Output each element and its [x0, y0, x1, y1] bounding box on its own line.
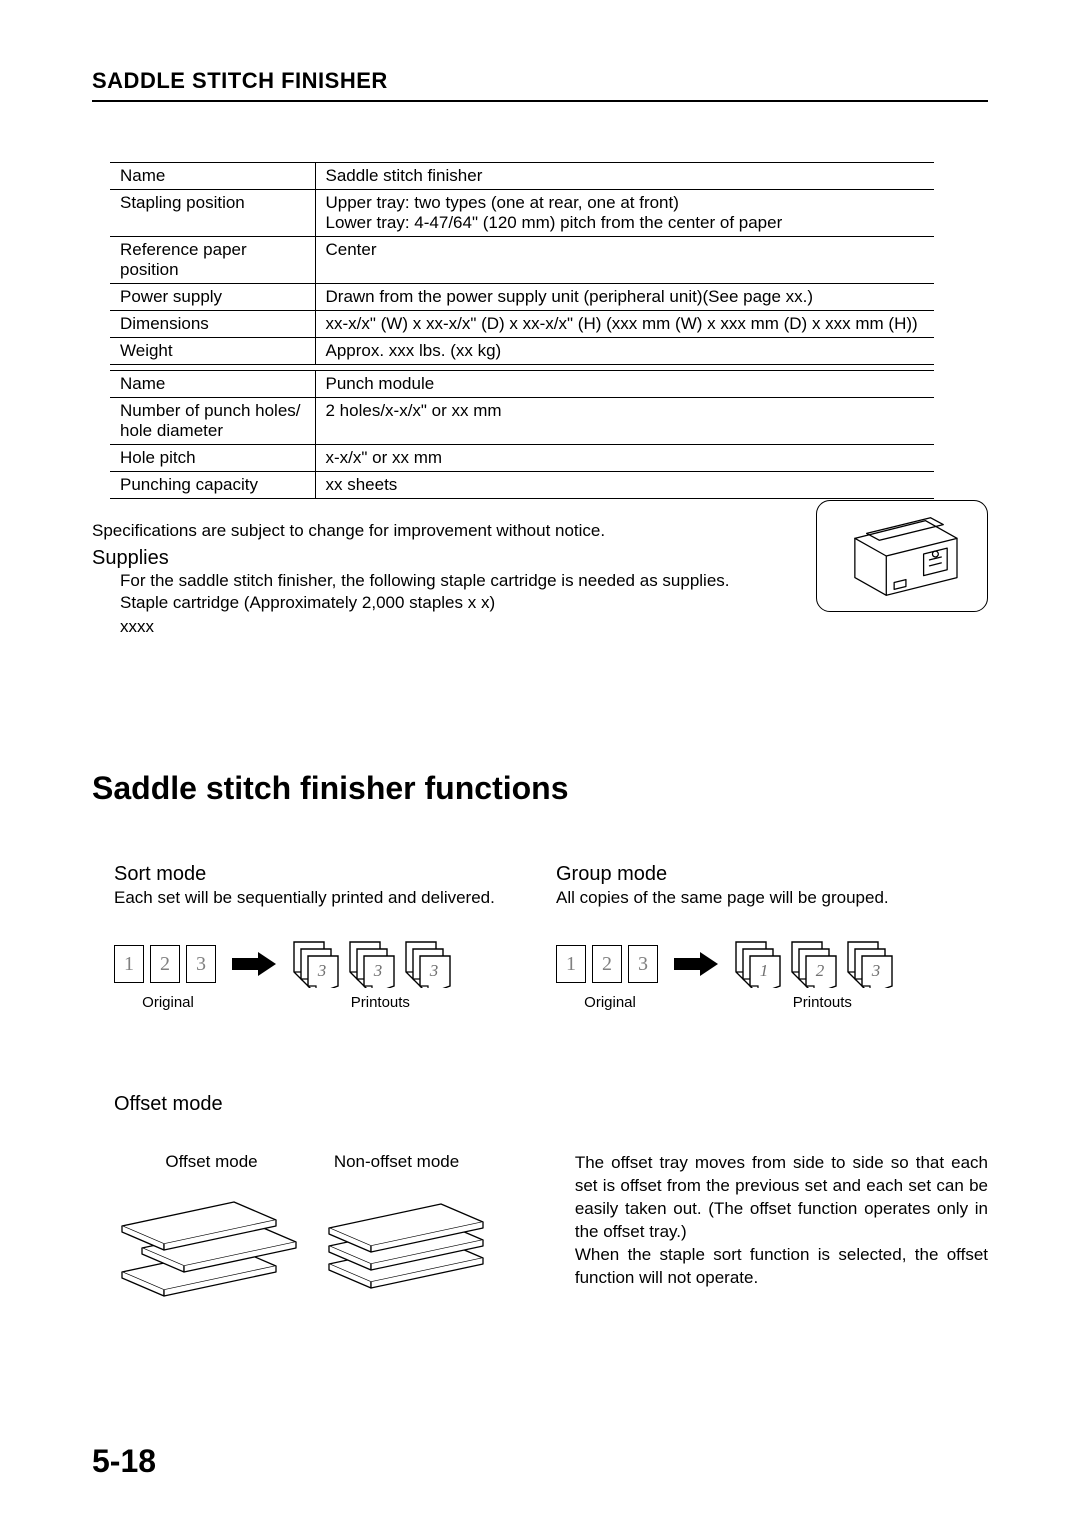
offset-mode-heading: Offset mode [114, 1093, 988, 1116]
page-number: 5-18 [92, 1443, 156, 1480]
spec-value: 2 holes/x-x/x" or xx mm [315, 398, 934, 445]
spec-label: Number of punch holes/ hole diameter [110, 398, 315, 445]
spec-value: Drawn from the power supply unit (periph… [315, 284, 934, 311]
spec-label: Dimensions [110, 311, 315, 338]
original-page-box: 3 [628, 945, 658, 983]
printouts-label: Printouts [742, 994, 902, 1011]
svg-text:3: 3 [373, 961, 383, 980]
spec-value: Upper tray: two types (one at rear, one … [315, 190, 934, 237]
arrow-icon [674, 952, 718, 976]
sort-mode-column: Sort mode Each set will be sequentially … [92, 863, 522, 1011]
spec-value: Center [315, 237, 934, 284]
printout-stack: 123 [292, 940, 344, 988]
spec-table-2: NamePunch module Number of punch holes/ … [110, 370, 934, 499]
spec-label: Stapling position [110, 190, 315, 237]
spec-label: Punching capacity [110, 472, 315, 499]
group-mode-column: Group mode All copies of the same page w… [534, 863, 964, 1011]
offset-desc-p1: The offset tray moves from side to side … [575, 1152, 988, 1244]
svg-text:1: 1 [760, 961, 769, 980]
spec-table-1: NameSaddle stitch finisher Stapling posi… [110, 162, 934, 365]
original-page-box: 1 [556, 945, 586, 983]
spec-value: xx-x/x" (W) x xx-x/x" (D) x xx-x/x" (H) … [315, 311, 934, 338]
modes-row: Sort mode Each set will be sequentially … [92, 863, 988, 1011]
arrow-icon [232, 952, 276, 976]
spec-label: Weight [110, 338, 315, 365]
original-page-box: 1 [114, 945, 144, 983]
printout-stack: 123 [348, 940, 400, 988]
offset-mode-label: Offset mode [114, 1152, 309, 1172]
spec-value: Approx. xxx lbs. (xx kg) [315, 338, 934, 365]
printout-stack: 333 [846, 940, 898, 988]
group-mode-diagram: 1 2 3 111222333 [556, 940, 964, 988]
spec-value: x-x/x" or xx mm [315, 445, 934, 472]
original-label: Original [556, 994, 664, 1011]
spec-label: Name [110, 371, 315, 398]
sort-mode-heading: Sort mode [114, 863, 522, 886]
section-title: Saddle stitch finisher functions [92, 770, 988, 807]
offset-mode-description: The offset tray moves from side to side … [575, 1152, 988, 1305]
spec-label: Name [110, 163, 315, 190]
svg-text:3: 3 [317, 961, 327, 980]
printout-stack: 123 [404, 940, 456, 988]
page-header: SADDLE STITCH FINISHER [92, 68, 988, 102]
spec-value: xx sheets [315, 472, 934, 499]
group-mode-heading: Group mode [556, 863, 964, 886]
svg-text:3: 3 [429, 961, 439, 980]
spec-label: Power supply [110, 284, 315, 311]
printouts-label: Printouts [300, 994, 460, 1011]
printout-stack: 222 [790, 940, 842, 988]
original-page-box: 2 [150, 945, 180, 983]
spec-label: Hole pitch [110, 445, 315, 472]
printout-stack: 111 [734, 940, 786, 988]
supplies-line3: xxxx [120, 616, 988, 638]
group-mode-desc: All copies of the same page will be grou… [556, 888, 964, 908]
nonoffset-mode-label: Non-offset mode [309, 1152, 484, 1172]
spec-label: Reference paper position [110, 237, 315, 284]
sort-mode-diagram: 1 2 3 123123123 [114, 940, 522, 988]
sort-mode-desc: Each set will be sequentially printed an… [114, 888, 522, 908]
original-label: Original [114, 994, 222, 1011]
spec-value: Saddle stitch finisher [315, 163, 934, 190]
original-page-box: 2 [592, 945, 622, 983]
original-page-box: 3 [186, 945, 216, 983]
offset-stack-illustration [114, 1180, 299, 1305]
offset-section: Offset mode Offset mode Non-offset mode [92, 1093, 988, 1305]
svg-text:3: 3 [871, 961, 881, 980]
spec-value: Punch module [315, 371, 934, 398]
offset-desc-p2: When the staple sort function is selecte… [575, 1244, 988, 1290]
nonoffset-stack-illustration [319, 1180, 494, 1305]
cartridge-illustration [816, 500, 988, 612]
svg-text:2: 2 [816, 961, 825, 980]
